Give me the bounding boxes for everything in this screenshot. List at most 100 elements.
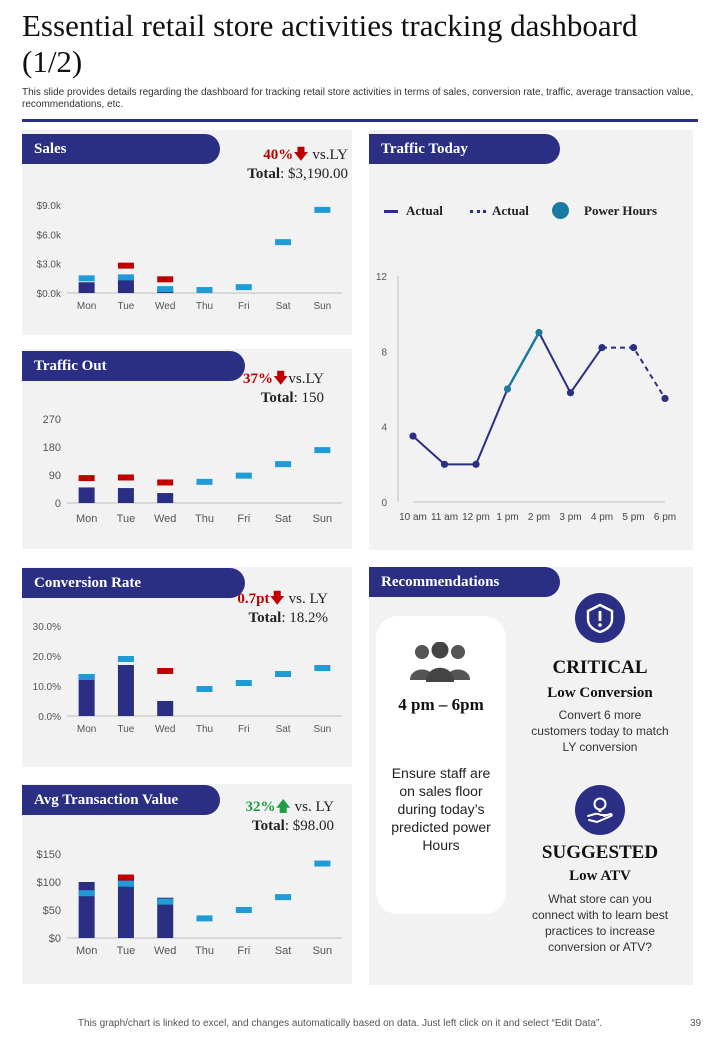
sales-tag: Sales	[22, 134, 220, 164]
sales-x-tick: Sat	[276, 301, 291, 312]
conversion-x-tick: Sun	[313, 724, 331, 735]
conversion-y-tick: 30.0%	[33, 622, 61, 633]
legend-actual-label: Actual	[406, 203, 443, 218]
traffic-today-point	[566, 389, 575, 397]
sales-x-tick: Wed	[155, 301, 175, 312]
avg_txn-marker-target	[196, 915, 213, 922]
suggested-subtitle: Low ATV	[569, 868, 631, 884]
arrow-down-icon: 🡇	[269, 591, 285, 607]
traffic_out-marker-last-year	[157, 479, 174, 486]
avg_txn-x-tick: Tue	[117, 945, 136, 957]
arrow-down-icon: 🡇	[293, 147, 309, 163]
avg_txn-marker-last-year	[117, 874, 134, 881]
traffic_out-y-tick: 90	[49, 470, 61, 482]
sales-marker-last-year	[157, 276, 174, 283]
sales-marker-last-year	[117, 262, 134, 269]
avg_txn-marker-target	[117, 880, 134, 887]
traffic-today-tag: Traffic Today	[369, 134, 560, 164]
traffic_out-y-tick: 0	[55, 498, 61, 510]
sales-x-tick: Thu	[196, 301, 213, 312]
traffic-today-point	[661, 394, 669, 403]
avg_txn-bar-actual	[157, 897, 174, 938]
conversion-bar-actual	[157, 701, 174, 716]
sales-y-tick: $3.0k	[37, 260, 62, 271]
power-hours-text: Ensure staff are on sales floor during t…	[391, 765, 491, 853]
traffic-today-x-tick: 11 am	[431, 512, 458, 523]
traffic-today-x-tick: 1 pm	[496, 512, 518, 523]
sales-x-tick: Sun	[313, 301, 331, 312]
conversion-tag: Conversion Rate	[22, 568, 245, 598]
conversion-x-tick: Tue	[117, 724, 134, 735]
sales-kpi: 40%🡇 vs.LY Total: $3,190.00	[200, 146, 348, 184]
sales-marker-target	[275, 239, 292, 246]
sales-kpi-total-value: : $3,190.00	[280, 166, 348, 182]
conversion-marker-target	[314, 665, 331, 671]
avg-txn-kpi: 32%🡅 vs. LY Total: $98.00	[200, 798, 334, 836]
traffic_out-marker-last-year	[78, 475, 95, 482]
conversion-chart: 0.0% 10.0% 20.0% 30.0% Mon Tue Wed Thu Fri Sat Sun	[33, 622, 342, 735]
traffic-today-point	[472, 460, 480, 468]
sales-y-tick: $0.0k	[37, 289, 62, 300]
avg_txn-y-tick: $0	[49, 933, 61, 945]
sales-x-tick: Tue	[117, 301, 134, 312]
traffic_out-x-tick: Sat	[275, 513, 292, 525]
legend-power-dot	[552, 202, 569, 219]
avg-txn-panel	[22, 784, 352, 984]
conversion-x-tick: Fri	[238, 724, 250, 735]
traffic_out-y-tick: 180	[43, 442, 61, 454]
critical-subtitle: Low Conversion	[547, 685, 653, 701]
sales-marker-target	[196, 287, 213, 294]
traffic-today-point	[598, 343, 606, 352]
traffic_out-marker-target	[314, 447, 331, 454]
traffic-today-x-tick: 4 pm	[591, 512, 613, 523]
traffic-out-kpi-pct: 37%	[242, 371, 273, 387]
conversion-marker-target	[275, 671, 292, 677]
sales-chart: $0.0k $3.0k $6.0k $9.0k Mon Tue Wed Thu Fri Sat Su…	[37, 201, 342, 312]
traffic-today-x-tick: 2 pm	[528, 512, 550, 523]
sales-bar-actual	[117, 277, 134, 293]
shield-alert-icon	[586, 603, 614, 633]
conversion-bar-actual	[78, 674, 95, 716]
traffic-out-tag: Traffic Out	[22, 351, 245, 381]
traffic_out-x-tick: Fri	[237, 513, 250, 525]
avg-txn-chart: $0 $50 $100 $150 Mon Tue Wed Thu Fri Sat Sun	[37, 849, 342, 957]
traffic_out-marker-last-year	[117, 474, 134, 481]
avg_txn-marker-target	[157, 898, 174, 905]
conversion-panel	[22, 567, 352, 767]
critical-description: Convert 6 more customers today to match …	[531, 708, 669, 754]
conversion-x-tick: Thu	[196, 724, 213, 735]
conversion-x-tick: Wed	[155, 724, 175, 735]
people-icon	[410, 642, 470, 682]
sales-marker-target	[314, 206, 331, 213]
traffic_out-x-tick: Mon	[76, 513, 97, 525]
conversion-kpi-vs: vs. LY	[288, 591, 328, 607]
avg_txn-x-tick: Wed	[154, 945, 176, 957]
traffic-today-x-tick: 3 pm	[559, 512, 581, 523]
conversion-marker-target	[235, 680, 252, 686]
sales-marker-target	[235, 284, 252, 291]
traffic-today-y-tick: 4	[381, 423, 387, 434]
legend-power-label: Power Hours	[584, 203, 658, 218]
avg-txn-kpi-total-label: Total	[252, 818, 285, 834]
avg_txn-marker-target	[235, 907, 252, 913]
sales-x-tick: Fri	[238, 301, 250, 312]
avg_txn-y-tick: $100	[37, 877, 61, 889]
avg-txn-tag: Avg Transaction Value	[22, 785, 220, 815]
title-divider	[22, 119, 698, 122]
recommendations-tag: Recommendations	[369, 567, 560, 597]
traffic-today-y-tick: 8	[381, 347, 387, 358]
traffic-today-point	[535, 328, 543, 337]
conversion-kpi: 0.7pt🡇 vs. LY Total: 18.2%	[200, 590, 328, 628]
traffic-today-chart: 0 4 8 12 10 am 11 am 12 pm 1 pm 2 pm 3 pm 4 pm 5 pm…	[376, 272, 676, 523]
conversion-marker-target	[117, 656, 134, 662]
power-hours-card	[376, 616, 506, 914]
conversion-kpi-total-label: Total	[248, 610, 282, 626]
avg_txn-x-tick: Thu	[195, 945, 214, 957]
traffic-today-y-tick: 12	[376, 272, 388, 283]
traffic-today-panel	[369, 130, 693, 550]
page-subtitle: This slide provides details regarding th…	[22, 87, 694, 110]
avg_txn-x-tick: Sun	[313, 945, 333, 957]
conversion-marker-target	[78, 674, 95, 680]
conversion-marker-target	[196, 686, 213, 692]
footer-note: This graph/chart is linked to excel, and…	[77, 1018, 603, 1029]
